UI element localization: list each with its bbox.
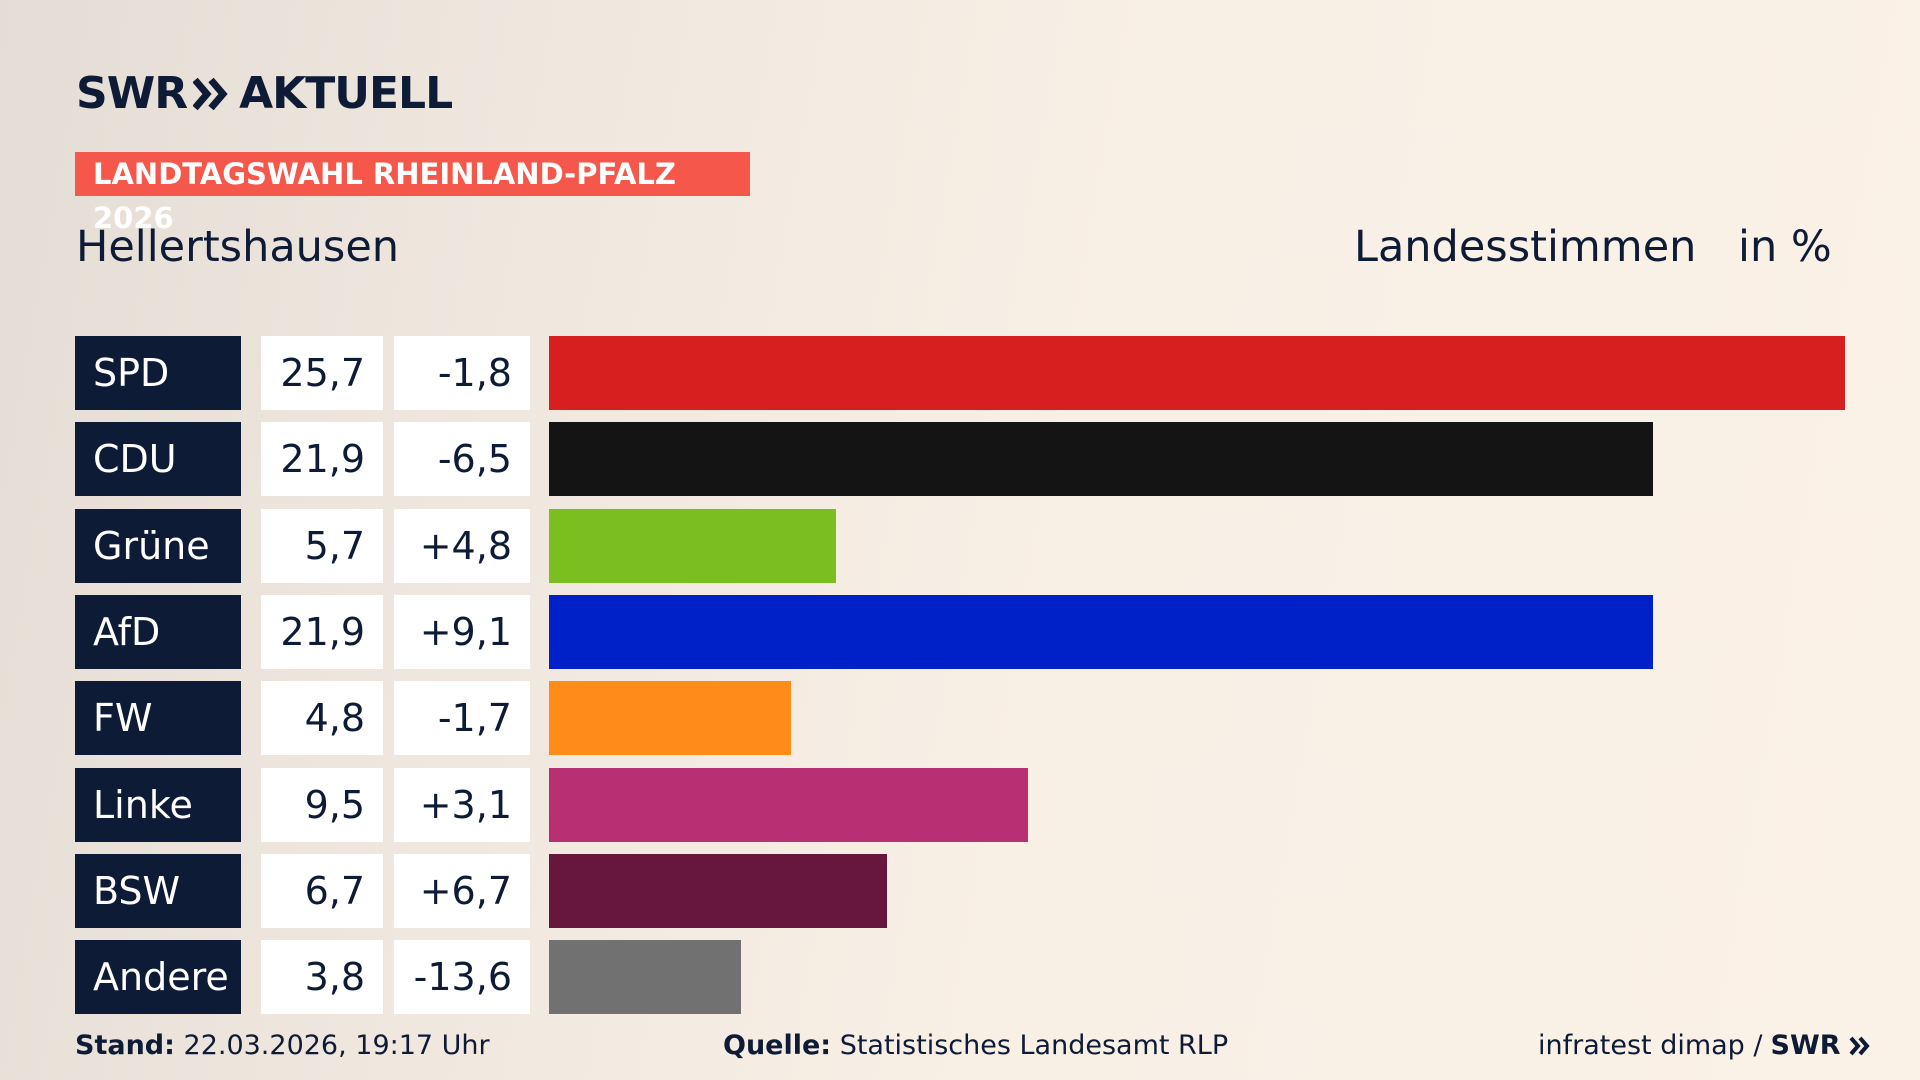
party-name: BSW (75, 853, 241, 928)
credit: infratest dimap / SWR (1538, 1030, 1871, 1061)
bar (549, 940, 741, 1015)
value-label: 9,5 (261, 767, 383, 842)
bar (549, 594, 1654, 669)
value-label: 5,7 (261, 508, 383, 583)
source-label: Quelle: (723, 1030, 832, 1061)
value-label: 21,9 (261, 422, 383, 497)
footer-logo: SWR (1770, 1030, 1841, 1061)
change-label: -6,5 (394, 422, 530, 497)
unit: in % (1738, 222, 1832, 272)
source: Quelle: Statistisches Landesamt RLP (723, 1030, 1228, 1061)
logo-text: SWR (76, 68, 188, 119)
change-label: +6,7 (394, 853, 530, 928)
party-name: SPD (75, 336, 241, 410)
party-name: CDU (75, 422, 241, 497)
change-label: -13,6 (394, 940, 530, 1015)
bar (549, 681, 792, 756)
logo-chevrons (193, 77, 228, 110)
party-name: FW (75, 681, 241, 756)
footer-chevrons (1849, 1036, 1870, 1055)
value-label: 3,8 (261, 940, 383, 1015)
change-label: +3,1 (394, 767, 530, 842)
bar (549, 853, 887, 928)
stand: Stand: 22.03.2026, 19:17 Uhr (75, 1030, 490, 1061)
party-name: Grüne (75, 508, 241, 583)
source-value: Statistisches Landesamt RLP (839, 1030, 1229, 1061)
value-label: 6,7 (261, 853, 383, 928)
value-label: 4,8 (261, 681, 383, 756)
bar (549, 336, 1845, 410)
party-name: Andere (75, 940, 241, 1015)
brand: AKTUELL (239, 68, 453, 119)
bar (549, 767, 1029, 842)
value-label: 25,7 (261, 336, 383, 410)
tag: LANDTAGSWAHL RHEINLAND-PFALZ 2026 (75, 152, 750, 235)
subtitle: Hellertshausen (76, 222, 400, 272)
party-name: AfD (75, 594, 241, 669)
change-label: +4,8 (394, 508, 530, 583)
logo: SWR AKTUELL (76, 68, 453, 119)
value-label: 21,9 (261, 594, 383, 669)
party-name: Linke (75, 767, 241, 842)
pollster: infratest dimap / (1538, 1030, 1763, 1061)
measure: Landesstimmen (1354, 222, 1697, 272)
change-label: -1,7 (394, 681, 530, 756)
stand-label: Stand: (75, 1030, 175, 1061)
change-label: +9,1 (394, 594, 530, 669)
stand-value: 22.03.2026, 19:17 Uhr (183, 1030, 490, 1061)
change-label: -1,8 (394, 336, 530, 410)
bar (549, 508, 837, 583)
bar (549, 422, 1654, 497)
